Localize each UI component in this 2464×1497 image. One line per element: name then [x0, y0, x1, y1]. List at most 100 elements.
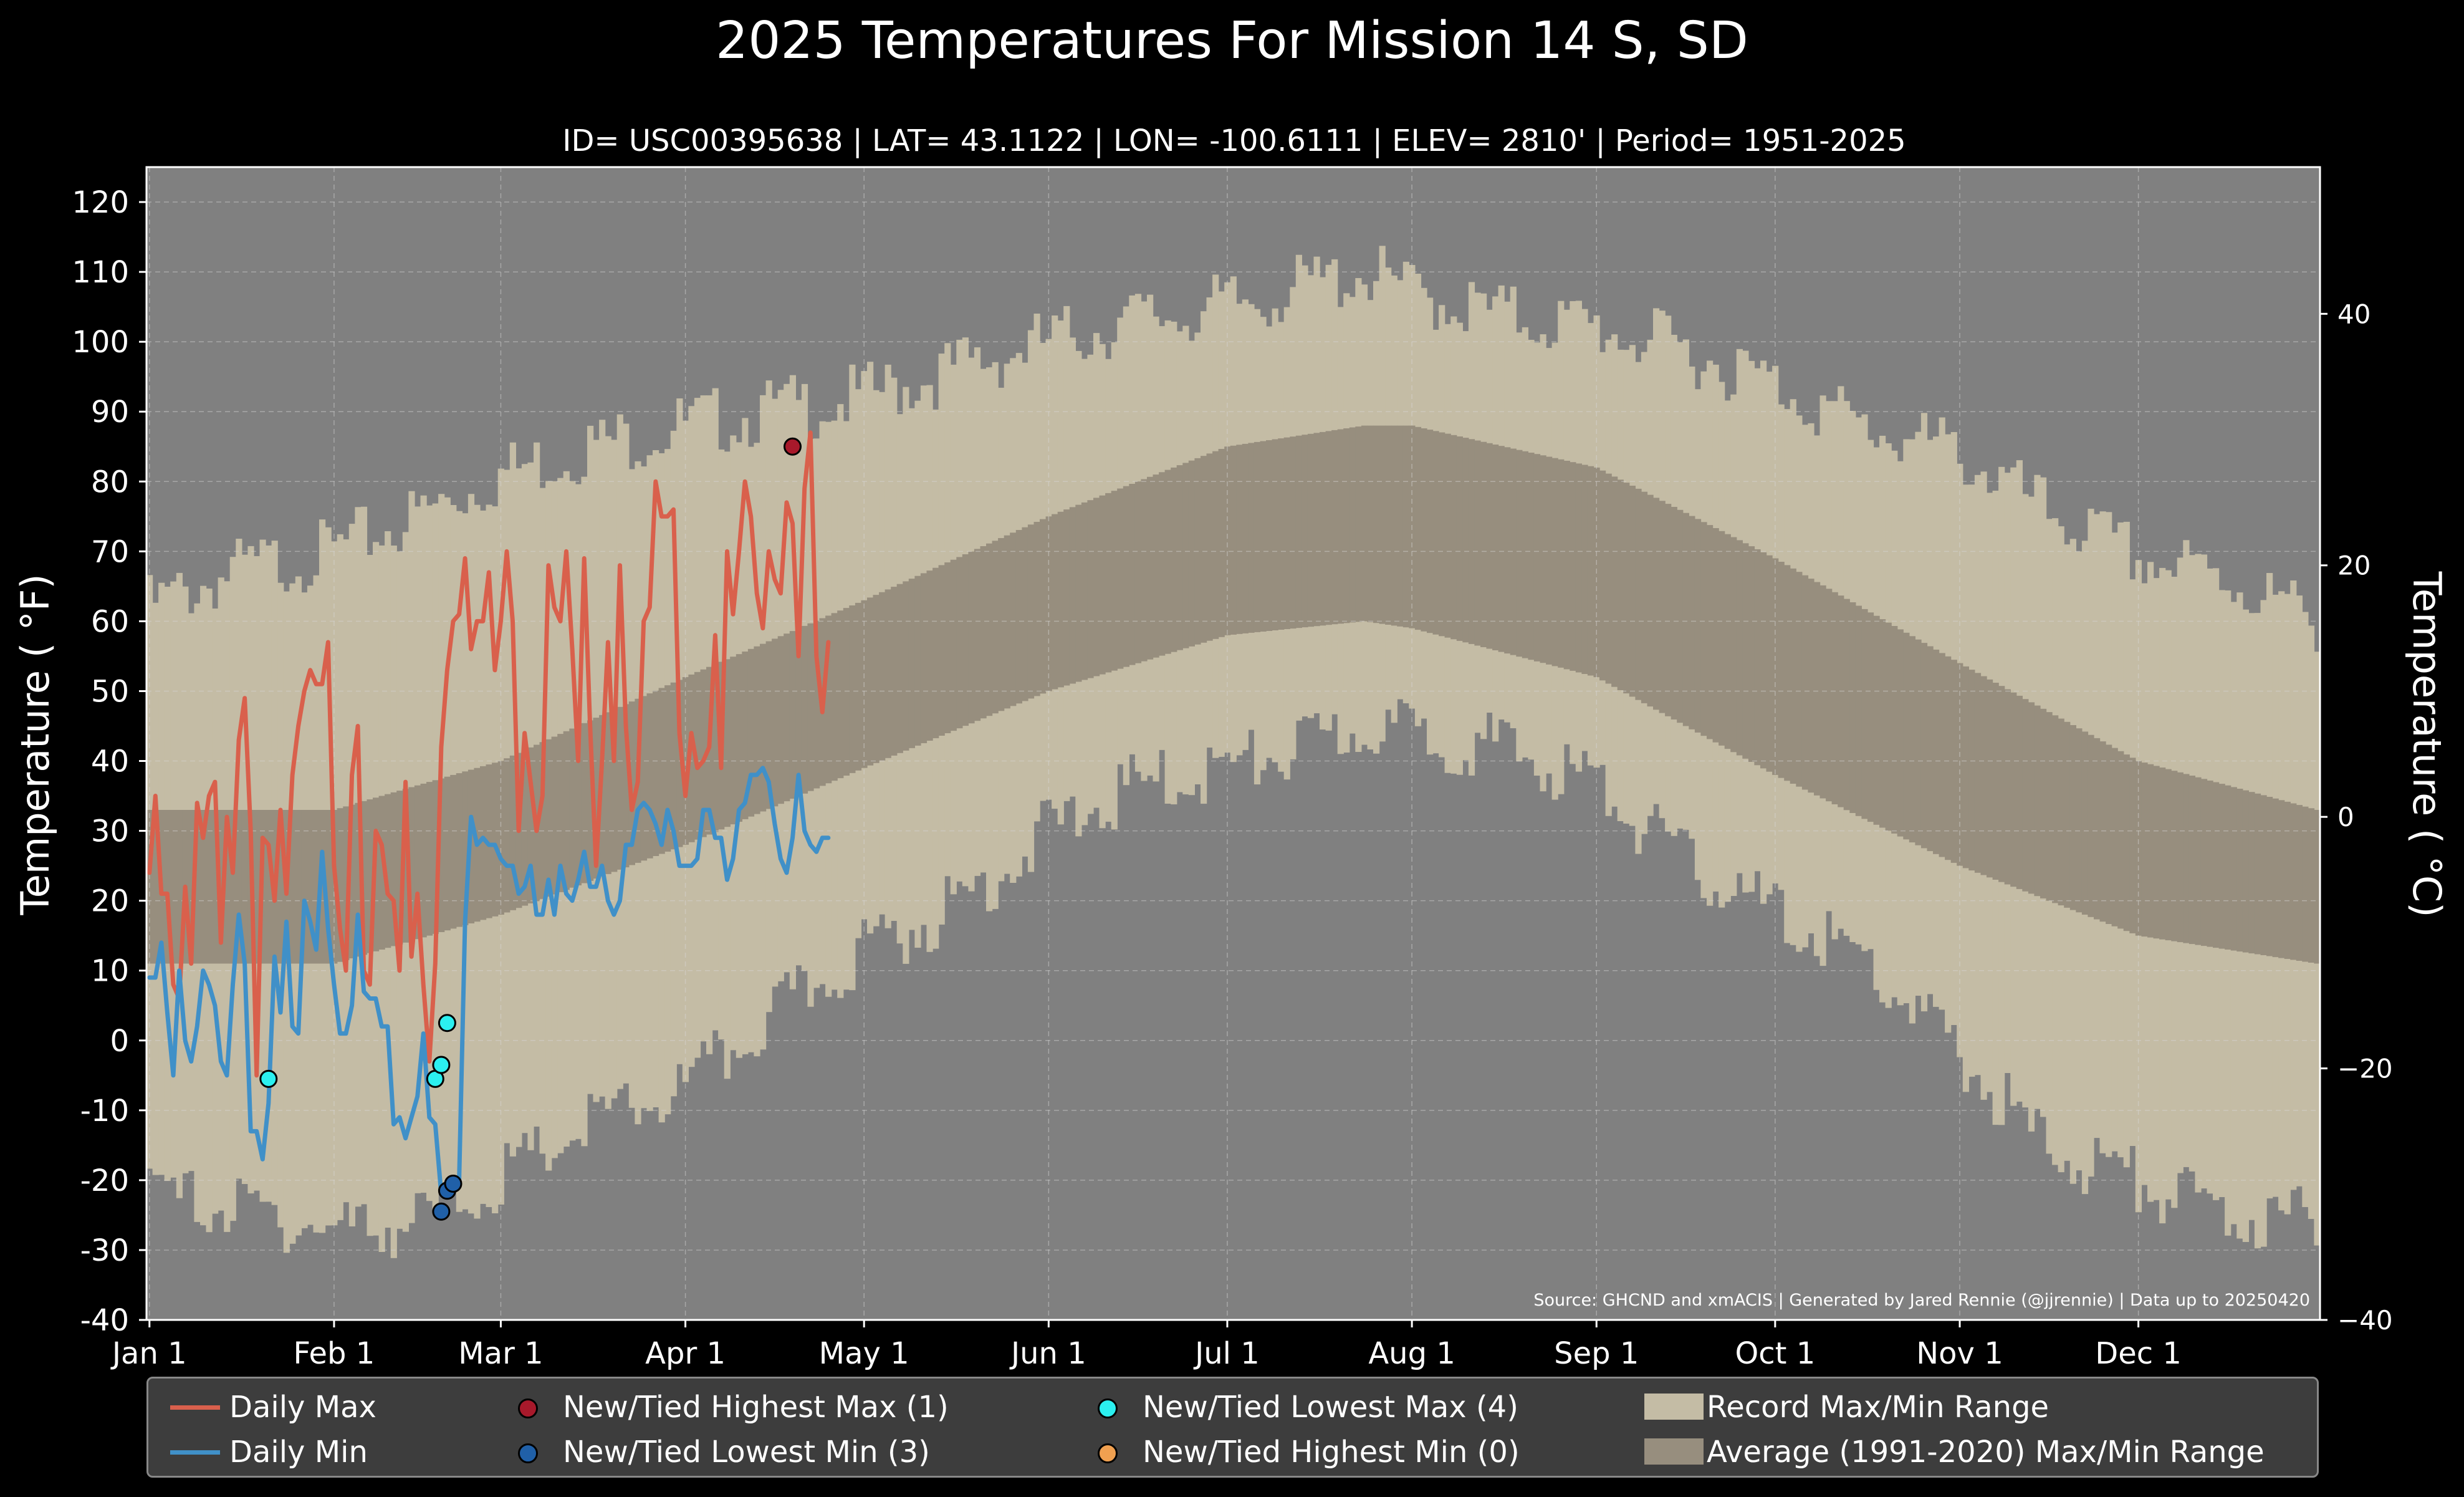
normal-range-bar — [772, 638, 779, 807]
normal-range-bar — [390, 792, 397, 946]
normal-range-bar — [2064, 721, 2071, 908]
normal-range-bar — [1873, 615, 1880, 825]
normal-range-bar — [266, 810, 272, 964]
normal-range-bar — [355, 802, 362, 957]
legend-swatch-shape — [170, 1405, 220, 1410]
normal-range-bar — [1206, 453, 1213, 641]
normal-range-bar — [789, 631, 796, 799]
normal-range-bar — [396, 791, 403, 945]
normal-range-bar — [1575, 463, 1582, 673]
normal-range-bar — [1635, 488, 1642, 700]
normal-range-bar — [1242, 443, 1249, 633]
y2-tick-label: −20 — [2337, 1054, 2393, 1084]
normal-range-bar — [1188, 460, 1195, 647]
normal-range-bar — [1682, 513, 1689, 726]
normal-range-bar — [1623, 483, 1630, 694]
normal-range-bar — [1254, 441, 1261, 632]
normal-range-bar — [539, 742, 546, 899]
normal-range-bar — [2254, 793, 2261, 955]
normal-range-bar — [1671, 507, 1677, 720]
normal-range-bar — [224, 810, 231, 964]
normal-range-bar — [1992, 683, 1999, 880]
normal-range-bar — [2147, 764, 2154, 938]
normal-range-bar — [218, 810, 224, 964]
normal-range-bar — [301, 810, 308, 964]
normal-range-bar — [914, 575, 921, 746]
normal-range-bar — [1974, 673, 1982, 873]
y2-tick-label: 20 — [2337, 551, 2371, 581]
normal-range-bar — [1105, 493, 1112, 673]
y-tick-label: 100 — [72, 325, 129, 360]
x-tick-label: Mar 1 — [458, 1336, 543, 1371]
normal-range-bar — [254, 810, 261, 964]
normal-range-bar — [2266, 797, 2273, 956]
normal-range-bar — [2296, 805, 2303, 961]
normal-range-bar — [527, 747, 534, 903]
normal-range-bar — [1456, 436, 1463, 641]
normal-range-bar — [1778, 562, 1785, 778]
normal-range-bar — [1826, 589, 1833, 802]
normal-range-bar — [385, 794, 391, 948]
normal-range-bar — [2034, 705, 2041, 897]
normal-range-bar — [236, 810, 242, 964]
normal-range-bar — [1439, 432, 1445, 637]
daily-min-line — [147, 766, 831, 1196]
normal-range-bar — [1040, 519, 1047, 694]
normal-range-bar — [1861, 609, 1868, 819]
normal-range-bar — [1022, 527, 1028, 701]
normal-range-bar — [736, 654, 742, 822]
normal-range-bar — [307, 810, 314, 964]
normal-range-bar — [1015, 530, 1022, 704]
normal-range-bar — [575, 726, 582, 885]
normal-range-bar — [1045, 516, 1052, 691]
normal-range-bar — [1236, 445, 1243, 634]
normal-range-bar — [295, 810, 302, 964]
normal-range-bar — [1849, 602, 1856, 813]
x-tick-label: Nov 1 — [1916, 1336, 2003, 1371]
normal-range-bar — [563, 731, 570, 890]
x-tick-label: Feb 1 — [294, 1336, 375, 1371]
normal-range-bar — [1052, 514, 1058, 690]
normal-range-bar — [777, 636, 784, 804]
normal-range-bar — [1134, 481, 1142, 663]
normal-range-bar — [1087, 500, 1094, 678]
normal-range-bar — [289, 810, 296, 964]
normal-range-bar — [831, 613, 838, 781]
normal-range-bar — [1414, 426, 1422, 630]
normal-range-bar — [1129, 484, 1136, 665]
normal-range-bar — [1790, 568, 1796, 784]
normal-range-bar — [2040, 708, 2047, 898]
normal-range-bar — [2069, 725, 2076, 910]
normal-range-bar — [1201, 456, 1207, 643]
normal-range-bar — [1004, 535, 1010, 709]
normal-range-bar — [700, 669, 707, 837]
normal-range-bar — [1075, 504, 1082, 682]
normal-range-bar — [509, 755, 516, 910]
normal-range-bar — [2230, 787, 2237, 951]
normal-range-bar — [670, 682, 677, 850]
normal-range-bar — [545, 739, 552, 897]
normal-range-bar — [754, 646, 760, 814]
normal-range-bar — [855, 602, 862, 771]
normal-range-bar — [2076, 728, 2083, 913]
normal-range-bar — [1540, 455, 1546, 663]
normal-range-bar — [2010, 692, 2017, 887]
legend-swatch-shape — [1098, 1398, 1118, 1418]
legend-label: Daily Min — [229, 1435, 368, 1470]
x-tick-label: Apr 1 — [645, 1336, 726, 1371]
normal-range-bar — [2290, 803, 2297, 960]
normal-range-bar — [1724, 534, 1731, 749]
normal-range-bar — [2218, 784, 2225, 949]
normal-range-bar — [1027, 524, 1035, 699]
normal-range-bar — [1617, 479, 1624, 690]
normal-range-bar — [1295, 435, 1302, 628]
normal-range-bar — [1171, 467, 1177, 652]
normal-range-bar — [1742, 543, 1749, 759]
normal-range-bar — [1689, 516, 1695, 729]
normal-range-bar — [1945, 656, 1952, 860]
normal-range-bar — [1838, 595, 1844, 807]
normal-range-bar — [152, 810, 159, 964]
normal-range-bar — [992, 541, 999, 714]
legend-item: New/Tied Highest Max (1) — [494, 1385, 949, 1430]
